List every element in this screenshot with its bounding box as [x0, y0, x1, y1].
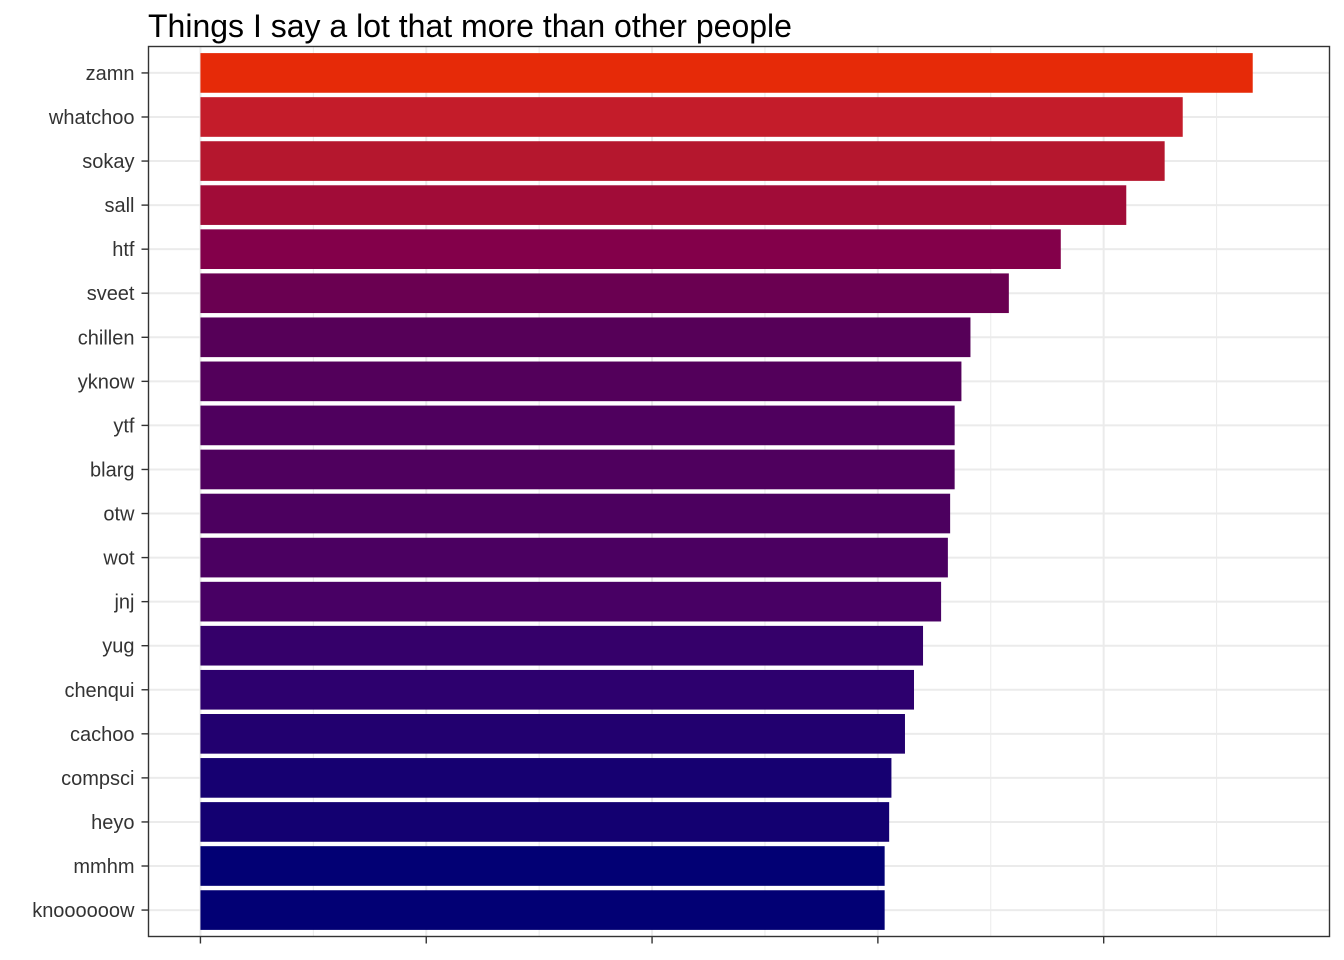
bar-zamn [200, 53, 1253, 93]
bar-layer [200, 53, 1253, 930]
y-tick-label: heyo [91, 812, 134, 834]
y-tick-label: chenqui [64, 680, 134, 702]
y-tick-label: jnj [113, 592, 134, 614]
bar-chenqui [200, 669, 915, 710]
y-tick-label: compsci [61, 768, 134, 790]
y-tick-label: sall [104, 195, 134, 217]
bar-wot [200, 537, 948, 578]
bar-heyo [200, 802, 890, 842]
y-tick-label: whatchoo [48, 107, 135, 129]
y-tick-label: cachoo [70, 724, 135, 746]
chart-title: Things I say a lot that more than other … [148, 8, 792, 44]
panel-border [147, 45, 1331, 938]
y-tick-label: wot [102, 548, 135, 570]
y-tick-label: blarg [90, 459, 134, 481]
y-tick-label: chillen [78, 327, 135, 349]
y-tick-label: zamn [86, 63, 135, 85]
y-tick-label: otw [103, 504, 135, 526]
y-tick-label: ytf [113, 415, 135, 437]
y-tick-label: sokay [82, 151, 134, 173]
y-tick-label: htf [112, 239, 135, 261]
bar-mmhm [200, 846, 885, 886]
bar-chillen [200, 317, 971, 358]
bar-compsci [200, 758, 892, 798]
bar-sall [200, 185, 1127, 225]
axis-layer: zamn whatchoo sokay sall htf sveet chillen ykno… [32, 63, 1105, 944]
bar-htf [200, 229, 1061, 269]
bar-otw [200, 493, 951, 534]
bar-knoooooow [200, 890, 885, 930]
bar-yug [200, 625, 924, 666]
y-tick-label: knoooooow [32, 900, 135, 922]
bar-sveet [200, 273, 1009, 314]
bar-cachoo [200, 714, 905, 754]
bar-blarg [200, 449, 955, 490]
bar-whatchoo [200, 97, 1183, 137]
y-tick-label: sveet [87, 283, 135, 305]
bar-jnj [200, 581, 942, 622]
y-tick-label: yug [102, 636, 134, 658]
bar-yknow [200, 361, 962, 402]
y-tick-label: mmhm [73, 856, 134, 878]
y-tick-label: yknow [78, 371, 135, 393]
bar-ytf [200, 405, 955, 446]
bar-sokay [200, 141, 1165, 181]
